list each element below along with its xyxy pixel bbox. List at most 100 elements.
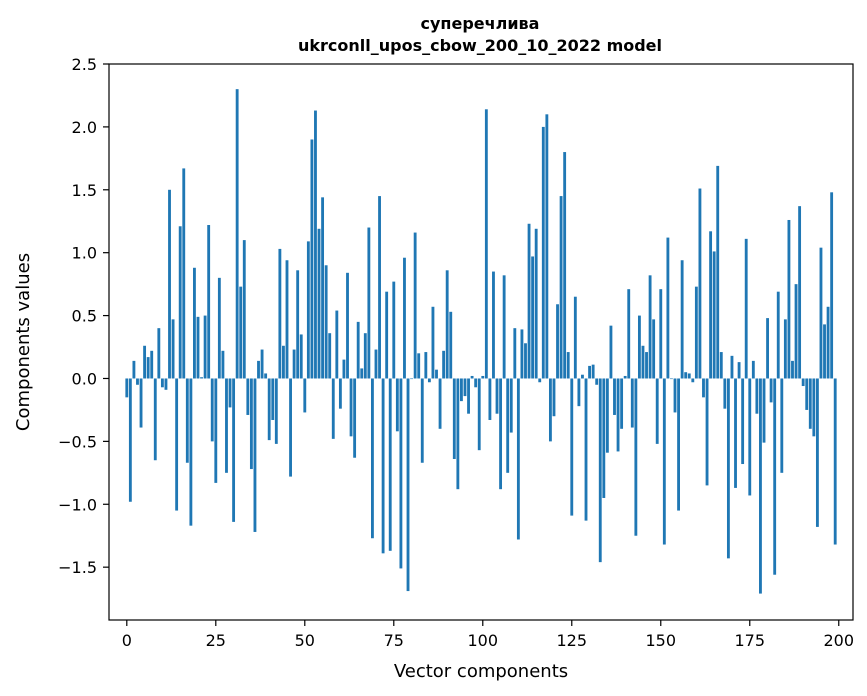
bar-64: [353, 378, 357, 458]
bar-56: [324, 265, 328, 379]
y-tick-label: 1.0: [72, 244, 97, 263]
bar-48: [296, 270, 300, 379]
bar-47: [292, 349, 296, 379]
bar-88: [438, 378, 442, 429]
bar-9: [157, 328, 161, 379]
bar-118: [545, 114, 549, 379]
bar-109: [513, 328, 517, 379]
bar-103: [492, 271, 495, 379]
bar-84: [424, 352, 428, 379]
plot-area-frame: [108, 63, 854, 621]
bar-23: [207, 225, 211, 379]
bar-2: [132, 360, 136, 379]
bar-52: [310, 139, 314, 379]
bar-69: [371, 378, 374, 539]
bar-138: [616, 378, 620, 452]
bar-173: [741, 378, 745, 465]
bar-58: [331, 378, 335, 439]
bar-130: [588, 365, 591, 379]
bar-77: [399, 378, 403, 569]
bar-107: [506, 378, 510, 473]
bar-30: [232, 378, 236, 522]
bar-96: [467, 378, 470, 414]
bar-65: [356, 321, 360, 379]
bar-7: [150, 350, 154, 379]
bar-147: [648, 275, 652, 379]
bar-95: [463, 378, 467, 397]
x-tick-label: 50: [295, 631, 315, 650]
bar-93: [456, 378, 460, 490]
bar-40: [267, 378, 271, 441]
bar-184: [780, 378, 784, 473]
bar-91: [449, 311, 453, 379]
bar-57: [328, 333, 332, 379]
bar-196: [823, 324, 826, 379]
bar-50: [303, 378, 307, 413]
bar-175: [748, 378, 752, 496]
bar-4: [139, 378, 143, 428]
bar-81: [413, 232, 417, 379]
bar-62: [346, 272, 349, 379]
bar-24: [210, 378, 214, 442]
bar-78: [403, 257, 406, 379]
y-tick-label: 0.5: [72, 307, 97, 326]
bar-33: [242, 240, 246, 379]
bar-186: [787, 219, 791, 379]
bar-192: [808, 378, 812, 429]
bar-136: [609, 325, 613, 379]
bar-92: [452, 378, 456, 459]
y-tick-label: 1.5: [72, 181, 97, 200]
bar-17: [185, 378, 189, 463]
bar-122: [559, 196, 563, 379]
bar-32: [239, 286, 243, 379]
bar-139: [620, 378, 624, 429]
bar-171: [734, 378, 737, 488]
bar-99: [477, 378, 481, 451]
bar-83: [420, 378, 424, 463]
bar-3: [136, 378, 139, 385]
x-tick-label: 150: [645, 631, 676, 650]
x-axis-label: Vector components: [394, 661, 568, 682]
bar-25: [214, 378, 218, 483]
bar-35: [249, 378, 253, 470]
bar-126: [573, 296, 577, 379]
bar-79: [406, 378, 410, 592]
bar-36: [253, 378, 257, 532]
bar-37: [257, 360, 260, 379]
bar-111: [520, 329, 524, 379]
bar-54: [317, 228, 321, 379]
bar-76: [395, 378, 399, 432]
bar-21: [200, 377, 203, 379]
bar-8: [153, 378, 157, 461]
bar-29: [228, 378, 232, 408]
bar-series: [125, 89, 837, 594]
bar-104: [495, 378, 499, 414]
bar-134: [602, 378, 606, 498]
bar-148: [652, 319, 656, 379]
bar-13: [171, 319, 175, 379]
x-tick-label: 125: [557, 631, 588, 650]
bar-163: [705, 378, 709, 486]
bar-113: [527, 223, 531, 379]
y-tick-label: −1.5: [58, 558, 97, 577]
bar-60: [338, 378, 342, 409]
bar-28: [225, 378, 228, 473]
bar-41: [271, 378, 275, 420]
x-tick-label: 200: [823, 631, 854, 650]
bar-143: [634, 378, 638, 536]
bar-121: [556, 304, 559, 379]
bar-89: [442, 350, 446, 379]
chart-subtitle: ukrconll_upos_cbow_200_10_2022 model: [298, 36, 662, 55]
bar-183: [776, 291, 780, 379]
bar-166: [716, 165, 720, 379]
bar-20: [196, 316, 200, 379]
bar-105: [499, 378, 503, 490]
x-tick-label: 75: [384, 631, 404, 650]
bar-159: [691, 378, 695, 383]
bar-59: [335, 310, 339, 379]
bar-152: [666, 237, 670, 379]
bar-181: [769, 378, 773, 403]
bar-187: [791, 360, 794, 379]
bar-178: [759, 378, 762, 594]
y-tick-label: 2.0: [72, 118, 97, 137]
